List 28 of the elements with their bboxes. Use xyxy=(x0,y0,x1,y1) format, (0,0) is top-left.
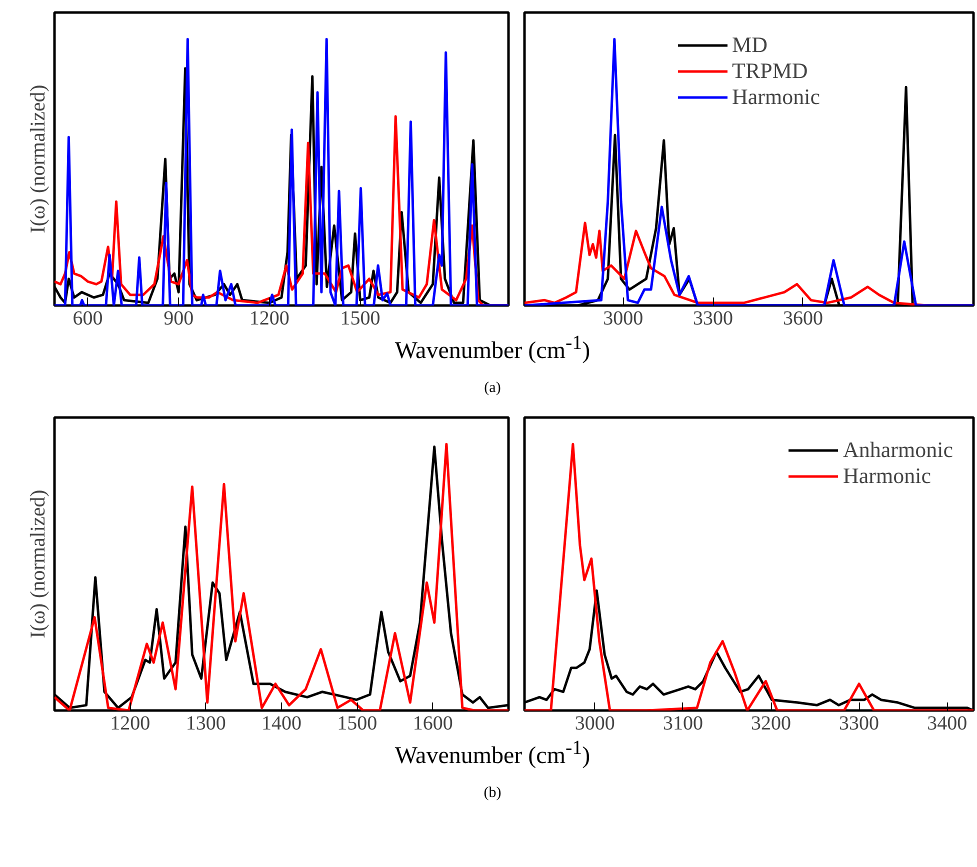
y-axis-title: I(ω) (normalized) xyxy=(26,489,50,638)
x-tick-label: 1500 xyxy=(337,712,378,734)
text: (b) xyxy=(484,784,502,803)
text: (a) xyxy=(484,379,501,398)
x-tick-label: 1400 xyxy=(262,712,302,734)
legend-label: Anharmonic xyxy=(843,436,953,463)
x-tick-label: 1300 xyxy=(186,712,226,734)
x-tick-label: 900 xyxy=(164,308,194,330)
x-tick-label: 3000 xyxy=(574,712,615,734)
x-axis-title: Wavenumber (cm$^{-1}$) xyxy=(394,736,590,771)
legend-label: Harmonic xyxy=(732,84,820,110)
x-tick-label: 1500 xyxy=(340,308,380,330)
x-axis-title: Wavenumber (cm$^{-1}$) xyxy=(394,331,590,366)
x-tick-label: 3400 xyxy=(927,712,968,734)
x-tick-label: 3100 xyxy=(662,712,703,734)
legend-label: Harmonic xyxy=(843,462,931,489)
x-tick-label: 3000 xyxy=(603,308,644,330)
x-tick-label: 1200 xyxy=(249,308,290,330)
x-tick-label: 3300 xyxy=(693,308,734,330)
x-tick-label: 1600 xyxy=(412,712,453,734)
y-axis-title: I(ω) (normalized) xyxy=(26,84,50,234)
x-tick-label: 3300 xyxy=(839,712,880,734)
x-tick-label: 3600 xyxy=(782,308,823,330)
x-tick-label: 1200 xyxy=(110,712,150,734)
x-tick-label: 3200 xyxy=(751,712,792,734)
legend-label: TRPMD xyxy=(732,58,808,84)
x-tick-label: 600 xyxy=(72,308,103,330)
legend-label: MD xyxy=(732,32,768,58)
